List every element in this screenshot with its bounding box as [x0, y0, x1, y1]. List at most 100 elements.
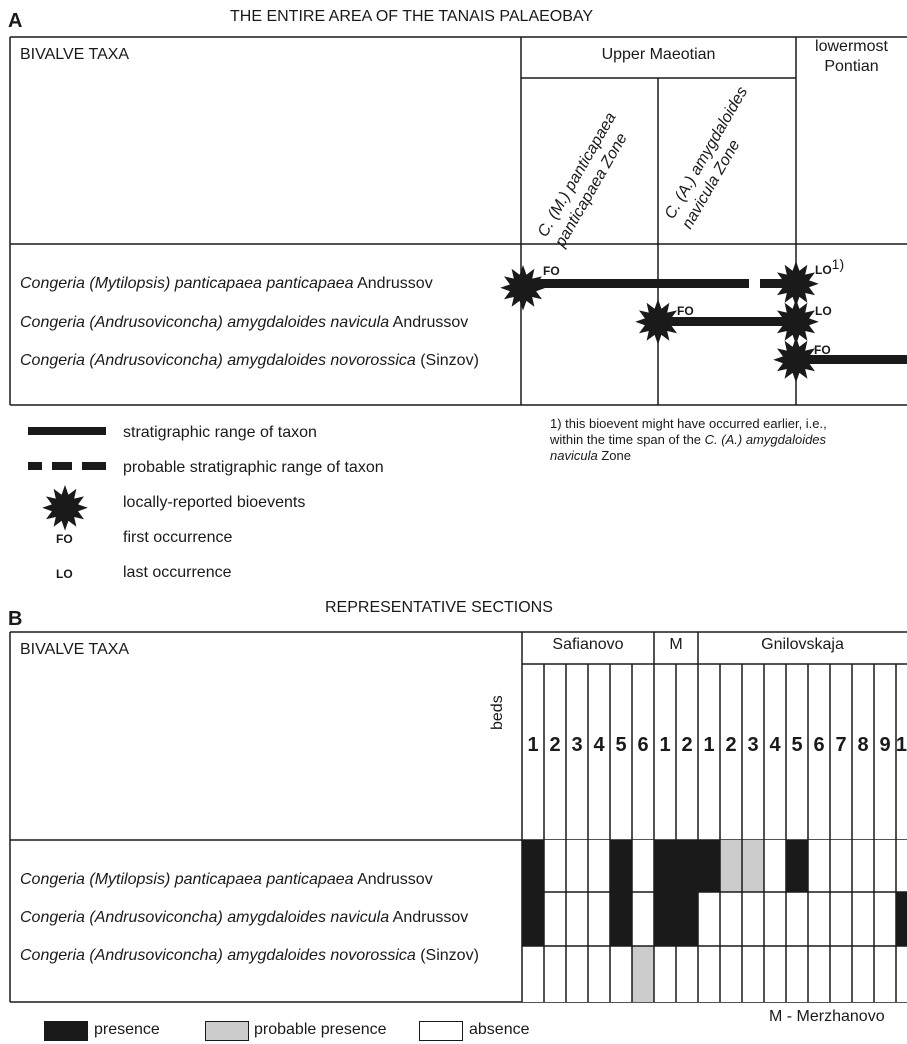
note-mark: 1) — [831, 256, 845, 272]
fo-label: FO — [677, 304, 694, 318]
taxon-author: (Sinzov) — [420, 352, 479, 369]
taxon-row-b1: Congeria (Mytilopsis) panticapaea pantic… — [20, 871, 433, 889]
presence-cell — [852, 946, 874, 1002]
bed-number: 4 — [769, 734, 781, 756]
bed-number: 3 — [747, 734, 758, 756]
bed-number: 10 — [896, 734, 907, 756]
taxon-row-b3: Congeria (Andrusoviconcha) amygdaloides … — [20, 947, 479, 965]
section-gnilovskaja: Gnilovskaja — [761, 636, 844, 653]
presence-cell — [874, 946, 896, 1002]
presence-cell — [896, 840, 907, 892]
footnote-line3: navicula Zone — [550, 448, 631, 463]
presence-cell — [852, 892, 874, 946]
legend-fo-code: FO — [56, 532, 73, 546]
footnote-line2-text: within the time span of the — [550, 432, 705, 447]
bed-number: 1 — [659, 734, 670, 756]
presence-cell — [896, 892, 907, 946]
bed-number: 6 — [813, 734, 824, 756]
lo-label: LO — [815, 304, 832, 318]
taxon-author: Andrussov — [392, 909, 469, 926]
range-bar-navicula — [658, 317, 796, 326]
panel-b-table: 1234561212345678910 — [9, 631, 907, 1003]
panel-b-title: REPRESENTATIVE SECTIONS — [325, 599, 553, 616]
presence-cell — [588, 946, 610, 1002]
bioevent-starburst-icon — [773, 261, 819, 307]
legend-range-bar — [28, 427, 106, 435]
presence-cell — [632, 840, 654, 892]
legend-a-symbols — [28, 427, 106, 531]
taxon-row-b2: Congeria (Andrusoviconcha) amygdaloides … — [20, 909, 468, 927]
taxon-name: Congeria (Andrusoviconcha) amygdaloides … — [20, 314, 390, 331]
presence-cell — [522, 946, 544, 1002]
taxon-row-a2: Congeria (Andrusoviconcha) amygdaloides … — [20, 314, 468, 332]
panel-a-letter: A — [8, 10, 23, 32]
presence-cell — [808, 892, 830, 946]
presence-cell — [654, 946, 676, 1002]
footnote-line3-taxon: navicula — [550, 448, 598, 463]
footnote-line2: within the time span of the C. (A.) amyg… — [550, 432, 826, 447]
bed-number: 9 — [879, 734, 890, 756]
presence-cell — [720, 840, 742, 892]
presence-cell — [852, 840, 874, 892]
presence-cell — [544, 840, 566, 892]
panel-b-taxa-header: BIVALVE TAXA — [20, 641, 130, 658]
presence-cell — [808, 840, 830, 892]
presence-cell — [676, 946, 698, 1002]
presence-cell — [610, 892, 632, 946]
taxon-name: Congeria (Andrusoviconcha) amygdaloides … — [20, 352, 416, 369]
presence-cell — [566, 946, 588, 1002]
bioevent-starburst-icon — [773, 337, 819, 383]
presence-cell — [830, 892, 852, 946]
panel-a-taxa-header: BIVALVE TAXA — [20, 46, 130, 63]
presence-cell — [786, 840, 808, 892]
presence-cell — [874, 892, 896, 946]
presence-cell — [786, 892, 808, 946]
bed-number: 5 — [615, 734, 626, 756]
legend-bioevents-text: locally-reported bioevents — [123, 494, 306, 511]
bed-number: 1 — [703, 734, 714, 756]
range-bar-novorossica — [796, 355, 907, 364]
presence-cell — [566, 892, 588, 946]
legend-bioevent-starburst-icon — [42, 485, 88, 531]
presence-cell — [720, 892, 742, 946]
bed-number: 6 — [637, 734, 648, 756]
footnote-line1: 1) this bioevent might have occurred ear… — [550, 416, 827, 431]
legend-fo-text: first occurrence — [123, 529, 233, 546]
presence-cell — [588, 840, 610, 892]
presence-cell — [566, 840, 588, 892]
taxon-author: (Sinzov) — [420, 947, 479, 964]
presence-cell — [654, 840, 676, 892]
presence-cell — [808, 946, 830, 1002]
presence-cell — [522, 892, 544, 946]
panel-b-letter: B — [8, 608, 23, 630]
section-merzhanovo: M — [669, 636, 683, 653]
taxon-name: Congeria (Mytilopsis) panticapaea pantic… — [20, 275, 354, 292]
presence-cell — [698, 840, 720, 892]
legend-presence-text: presence — [94, 1021, 160, 1038]
lo-label-with-note: LO1) — [815, 256, 844, 277]
fo-label: FO — [543, 264, 560, 278]
taxon-row-a3: Congeria (Andrusoviconcha) amygdaloides … — [20, 352, 479, 370]
legend-lo-text: last occurrence — [123, 564, 232, 581]
bed-number: 5 — [791, 734, 802, 756]
presence-cell — [632, 892, 654, 946]
bed-number: 8 — [857, 734, 868, 756]
presence-cell — [610, 840, 632, 892]
presence-cell — [676, 840, 698, 892]
taxon-author: Andrussov — [357, 275, 433, 292]
presence-cell — [896, 946, 907, 1002]
legend-probable-range-bar — [28, 462, 106, 470]
presence-cell — [632, 946, 654, 1002]
range-bar-panticapaea — [523, 279, 749, 288]
bed-number: 2 — [725, 734, 736, 756]
taxon-name: Congeria (Andrusoviconcha) amygdaloides … — [20, 909, 390, 926]
presence-cell — [830, 840, 852, 892]
bed-number: 1 — [527, 734, 538, 756]
section-safianovo: Safianovo — [552, 636, 624, 653]
bed-number: 4 — [593, 734, 605, 756]
legend-absence-swatch — [419, 1021, 463, 1041]
presence-cell — [676, 892, 698, 946]
legend-absence-text: absence — [469, 1021, 530, 1038]
presence-cell — [742, 840, 764, 892]
stage-pontian-line2: Pontian — [824, 58, 879, 75]
